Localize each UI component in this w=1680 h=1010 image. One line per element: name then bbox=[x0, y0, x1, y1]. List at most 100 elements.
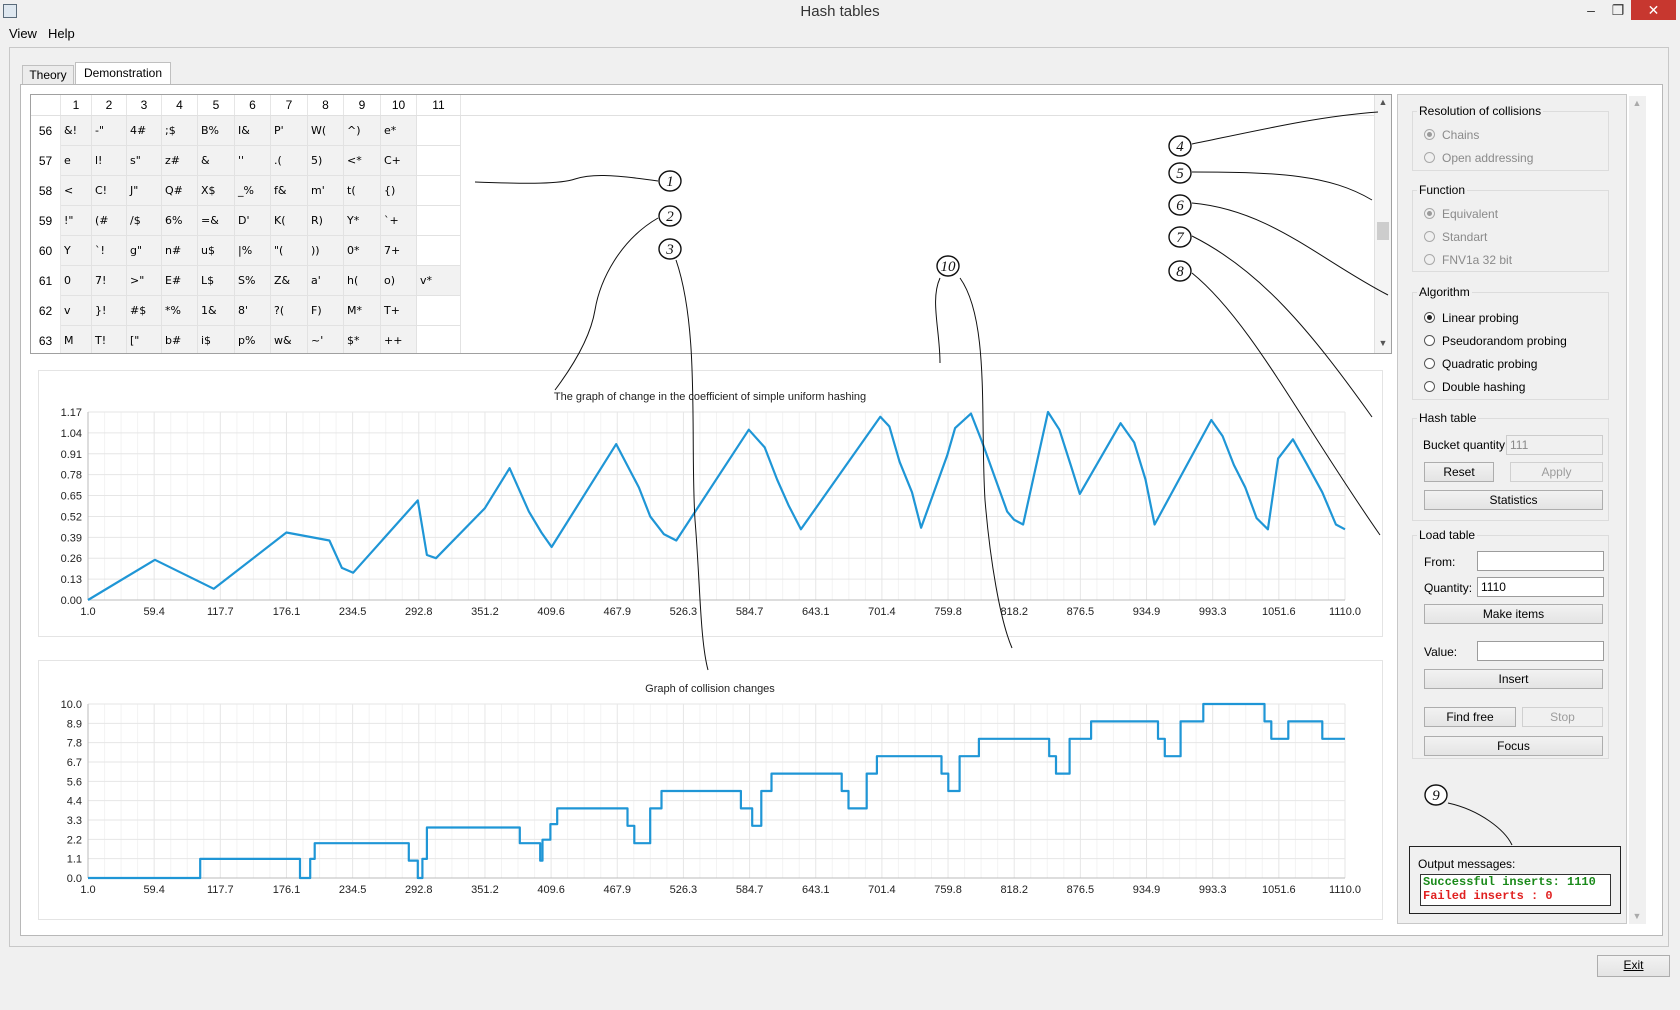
grid-cell[interactable]: [" bbox=[127, 326, 162, 353]
scroll-thumb[interactable] bbox=[1377, 222, 1389, 240]
grid-cell[interactable]: W( bbox=[308, 116, 344, 146]
grid-cell[interactable]: v bbox=[61, 296, 92, 326]
grid-cell[interactable]: /$ bbox=[127, 206, 162, 236]
grid-cell[interactable]: _% bbox=[235, 176, 271, 206]
grid-cell[interactable]: ^) bbox=[344, 116, 381, 146]
grid-cell[interactable]: X$ bbox=[198, 176, 235, 206]
grid-cell[interactable]: l! bbox=[92, 146, 127, 176]
grid-cell[interactable]: .( bbox=[271, 146, 308, 176]
grid-cell[interactable]: M bbox=[61, 326, 92, 353]
insert-button[interactable]: Insert bbox=[1424, 669, 1603, 689]
grid-cell[interactable]: n# bbox=[162, 236, 198, 266]
menu-view[interactable]: View bbox=[9, 26, 37, 41]
grid-cell[interactable]: }! bbox=[92, 296, 127, 326]
grid-cell[interactable]: |% bbox=[235, 236, 271, 266]
grid-cell[interactable]: =& bbox=[198, 206, 235, 236]
grid-cell[interactable] bbox=[417, 326, 461, 353]
grid-cell[interactable]: 0 bbox=[61, 266, 92, 296]
grid-cell[interactable]: (# bbox=[92, 206, 127, 236]
grid-cell[interactable]: e bbox=[61, 146, 92, 176]
grid-cell[interactable]: Z& bbox=[271, 266, 308, 296]
grid-cell[interactable]: e* bbox=[381, 116, 417, 146]
grid-cell[interactable]: D' bbox=[235, 206, 271, 236]
grid-cell[interactable]: a' bbox=[308, 266, 344, 296]
grid-cell[interactable]: '' bbox=[235, 146, 271, 176]
grid-cell[interactable]: 7! bbox=[92, 266, 127, 296]
find-free-button[interactable]: Find free bbox=[1424, 707, 1516, 727]
apply-button[interactable]: Apply bbox=[1510, 462, 1603, 482]
grid-cell[interactable]: #$ bbox=[127, 296, 162, 326]
grid-cell[interactable] bbox=[417, 176, 461, 206]
grid-cell[interactable]: !" bbox=[61, 206, 92, 236]
grid-cell[interactable]: F) bbox=[308, 296, 344, 326]
grid-cell[interactable]: ++ bbox=[381, 326, 417, 353]
grid-cell[interactable]: u$ bbox=[198, 236, 235, 266]
grid-cell[interactable]: Y* bbox=[344, 206, 381, 236]
grid-cell[interactable]: I& bbox=[235, 116, 271, 146]
grid-cell[interactable]: p% bbox=[235, 326, 271, 353]
grid-cell[interactable] bbox=[417, 206, 461, 236]
grid-cell[interactable]: f& bbox=[271, 176, 308, 206]
grid-cell[interactable]: C+ bbox=[381, 146, 417, 176]
grid-cell[interactable]: -" bbox=[92, 116, 127, 146]
grid-cell[interactable]: E# bbox=[162, 266, 198, 296]
grid-cell[interactable]: J" bbox=[127, 176, 162, 206]
grid-cell[interactable]: 0* bbox=[344, 236, 381, 266]
grid-cell[interactable] bbox=[417, 116, 461, 146]
scroll-up-icon[interactable]: ▲ bbox=[1378, 97, 1388, 107]
grid-cell[interactable]: s" bbox=[127, 146, 162, 176]
grid-cell[interactable]: B% bbox=[198, 116, 235, 146]
minimize-button[interactable]: – bbox=[1587, 2, 1595, 18]
close-button[interactable]: ✕ bbox=[1631, 0, 1676, 20]
grid-cell[interactable] bbox=[417, 146, 461, 176]
grid-cell[interactable]: )) bbox=[308, 236, 344, 266]
grid-cell[interactable]: h( bbox=[344, 266, 381, 296]
grid-cell[interactable]: P' bbox=[271, 116, 308, 146]
grid-cell[interactable]: &! bbox=[61, 116, 92, 146]
grid-cell[interactable]: R) bbox=[308, 206, 344, 236]
scroll-down-icon[interactable]: ▼ bbox=[1378, 338, 1388, 348]
grid-cell[interactable]: 4# bbox=[127, 116, 162, 146]
grid-cell[interactable] bbox=[417, 236, 461, 266]
grid-cell[interactable]: T+ bbox=[381, 296, 417, 326]
settings-scrollbar[interactable]: ▲ ▼ bbox=[1629, 96, 1646, 924]
scroll-up-icon[interactable]: ▲ bbox=[1632, 98, 1642, 108]
grid-scrollbar[interactable]: ▲ ▼ bbox=[1374, 95, 1391, 353]
grid-cell[interactable]: *% bbox=[162, 296, 198, 326]
grid-cell[interactable]: {) bbox=[381, 176, 417, 206]
menu-help[interactable]: Help bbox=[48, 26, 75, 41]
grid-cell[interactable]: t( bbox=[344, 176, 381, 206]
grid-cell[interactable]: Y bbox=[61, 236, 92, 266]
tab-theory[interactable]: Theory bbox=[22, 65, 74, 85]
grid-cell[interactable]: Q# bbox=[162, 176, 198, 206]
grid-cell[interactable]: <* bbox=[344, 146, 381, 176]
reset-button[interactable]: Reset bbox=[1424, 462, 1494, 482]
grid-cell[interactable]: w& bbox=[271, 326, 308, 353]
grid-cell[interactable]: 1& bbox=[198, 296, 235, 326]
grid-cell[interactable] bbox=[417, 296, 461, 326]
maximize-button[interactable]: ❐ bbox=[1611, 2, 1625, 18]
grid-cell[interactable]: C! bbox=[92, 176, 127, 206]
grid-cell[interactable]: `! bbox=[92, 236, 127, 266]
value-field[interactable] bbox=[1477, 641, 1604, 661]
grid-cell[interactable]: S% bbox=[235, 266, 271, 296]
grid-cell[interactable]: 5) bbox=[308, 146, 344, 176]
grid-cell[interactable]: < bbox=[61, 176, 92, 206]
tab-demonstration[interactable]: Demonstration bbox=[75, 62, 171, 85]
grid-cell[interactable]: 7+ bbox=[381, 236, 417, 266]
focus-button[interactable]: Focus bbox=[1424, 736, 1603, 756]
make-items-button[interactable]: Make items bbox=[1424, 604, 1603, 624]
grid-cell[interactable]: `+ bbox=[381, 206, 417, 236]
grid-cell[interactable]: >" bbox=[127, 266, 162, 296]
grid-cell[interactable]: M* bbox=[344, 296, 381, 326]
grid-cell[interactable]: 8' bbox=[235, 296, 271, 326]
grid-cell[interactable]: z# bbox=[162, 146, 198, 176]
exit-button[interactable]: Exit bbox=[1597, 955, 1670, 977]
grid-cell[interactable]: m' bbox=[308, 176, 344, 206]
scroll-down-icon[interactable]: ▼ bbox=[1632, 911, 1642, 921]
grid-cell[interactable]: 6% bbox=[162, 206, 198, 236]
grid-cell[interactable]: & bbox=[198, 146, 235, 176]
grid-cell[interactable]: b# bbox=[162, 326, 198, 353]
grid-cell[interactable]: i$ bbox=[198, 326, 235, 353]
hash-table-grid[interactable]: 1 2 3 4 5 6 7 8 9 10 11 56 &! -" 4# ;$ B% I& P' W(^) e* 57 e l… bbox=[30, 94, 1392, 354]
